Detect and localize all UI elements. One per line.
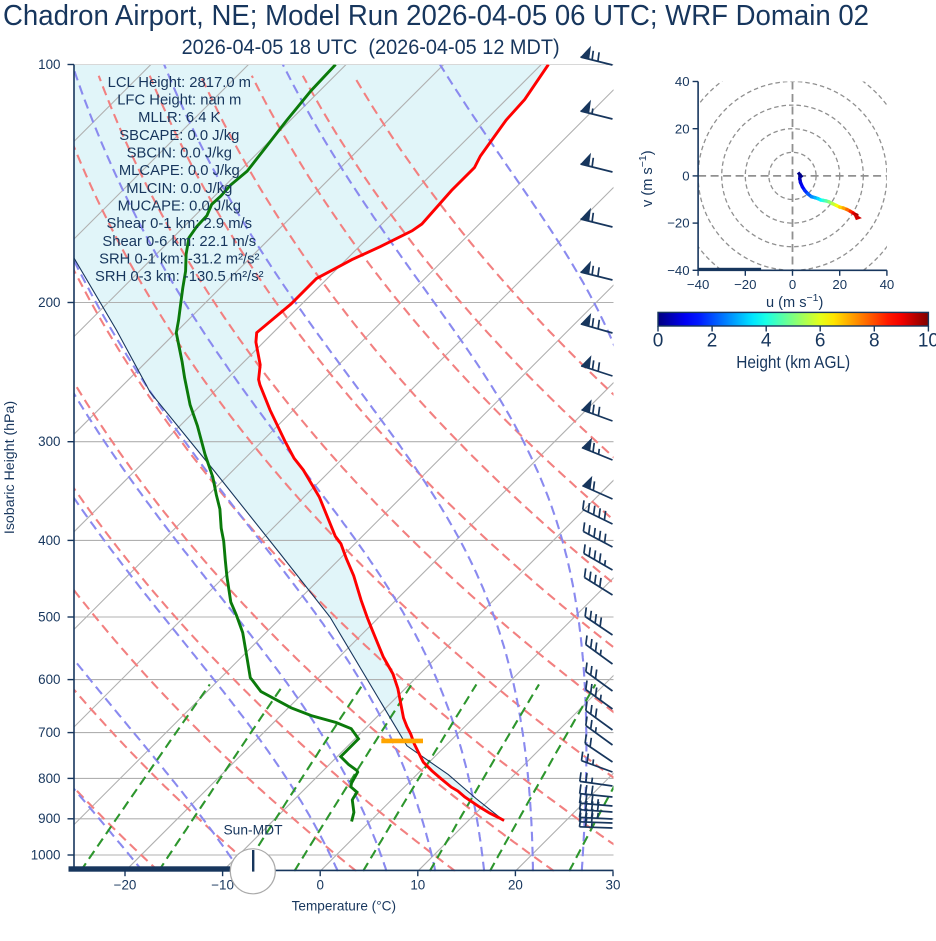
svg-text:−20: −20 <box>114 878 137 893</box>
svg-text:MUCAPE: 0.0 J/kg: MUCAPE: 0.0 J/kg <box>118 198 241 214</box>
svg-text:20: 20 <box>675 121 690 136</box>
svg-text:20: 20 <box>508 878 523 893</box>
svg-text:200: 200 <box>38 295 60 310</box>
svg-text:10: 10 <box>410 878 425 893</box>
svg-text:2026-04-05 18 UTC (2026-04-05: 2026-04-05 18 UTC (2026-04-05 12 MDT) <box>182 35 560 59</box>
svg-text:LFC Height: nan m: LFC Height: nan m <box>117 93 241 109</box>
svg-text:Sun-MDT: Sun-MDT <box>223 823 283 838</box>
svg-text:800: 800 <box>38 771 60 786</box>
svg-text:Shear 0-1 km: 2.9 m/s: Shear 0-1 km: 2.9 m/s <box>107 216 253 232</box>
svg-text:−40: −40 <box>667 263 689 278</box>
svg-text:4: 4 <box>761 331 772 352</box>
svg-text:100: 100 <box>38 57 60 72</box>
svg-text:Temperature (°C): Temperature (°C) <box>292 899 396 914</box>
svg-text:6: 6 <box>815 331 826 352</box>
svg-text:SRH 0-3 km: -130.5 m²/s²: SRH 0-3 km: -130.5 m²/s² <box>95 269 264 285</box>
svg-text:0: 0 <box>316 878 323 893</box>
svg-text:10: 10 <box>918 331 936 352</box>
svg-text:MLCIN: 0.0 J/kg: MLCIN: 0.0 J/kg <box>126 181 232 197</box>
svg-text:20: 20 <box>832 277 847 292</box>
svg-text:−10: −10 <box>211 878 234 893</box>
svg-text:400: 400 <box>38 533 60 548</box>
svg-text:SBCIN: 0.0 J/kg: SBCIN: 0.0 J/kg <box>127 145 232 161</box>
svg-text:500: 500 <box>38 609 60 624</box>
svg-text:SRH 0-1 km: -31.2 m²/s²: SRH 0-1 km: -31.2 m²/s² <box>99 251 259 267</box>
svg-text:MLLR: 6.4 K: MLLR: 6.4 K <box>138 110 220 126</box>
svg-text:2: 2 <box>707 331 718 352</box>
svg-text:0: 0 <box>789 277 796 292</box>
svg-text:0: 0 <box>682 169 689 184</box>
svg-text:Height (km AGL): Height (km AGL) <box>736 352 850 372</box>
svg-text:SBCAPE: 0.0 J/kg: SBCAPE: 0.0 J/kg <box>119 128 239 144</box>
svg-text:700: 700 <box>38 725 60 740</box>
svg-text:900: 900 <box>38 811 60 826</box>
svg-text:1000: 1000 <box>31 847 61 862</box>
svg-text:Chadron Airport, NE; Model Run: Chadron Airport, NE; Model Run 2026-04-0… <box>3 0 869 32</box>
svg-text:40: 40 <box>880 277 895 292</box>
svg-text:600: 600 <box>38 672 60 687</box>
svg-text:0: 0 <box>653 331 664 352</box>
svg-text:Shear 0-6 km: 22.1 m/s: Shear 0-6 km: 22.1 m/s <box>102 234 256 250</box>
svg-text:−20: −20 <box>734 277 756 292</box>
svg-text:−40: −40 <box>687 277 709 292</box>
svg-text:−20: −20 <box>667 216 689 231</box>
svg-text:LCL Height: 2817.0 m: LCL Height: 2817.0 m <box>108 75 251 91</box>
svg-text:MLCAPE: 0.0 J/kg: MLCAPE: 0.0 J/kg <box>119 163 240 179</box>
svg-text:40: 40 <box>675 74 690 89</box>
svg-text:30: 30 <box>606 878 621 893</box>
svg-text:Isobaric Height (hPa): Isobaric Height (hPa) <box>2 401 18 534</box>
svg-text:8: 8 <box>869 331 880 352</box>
svg-text:300: 300 <box>38 434 60 449</box>
